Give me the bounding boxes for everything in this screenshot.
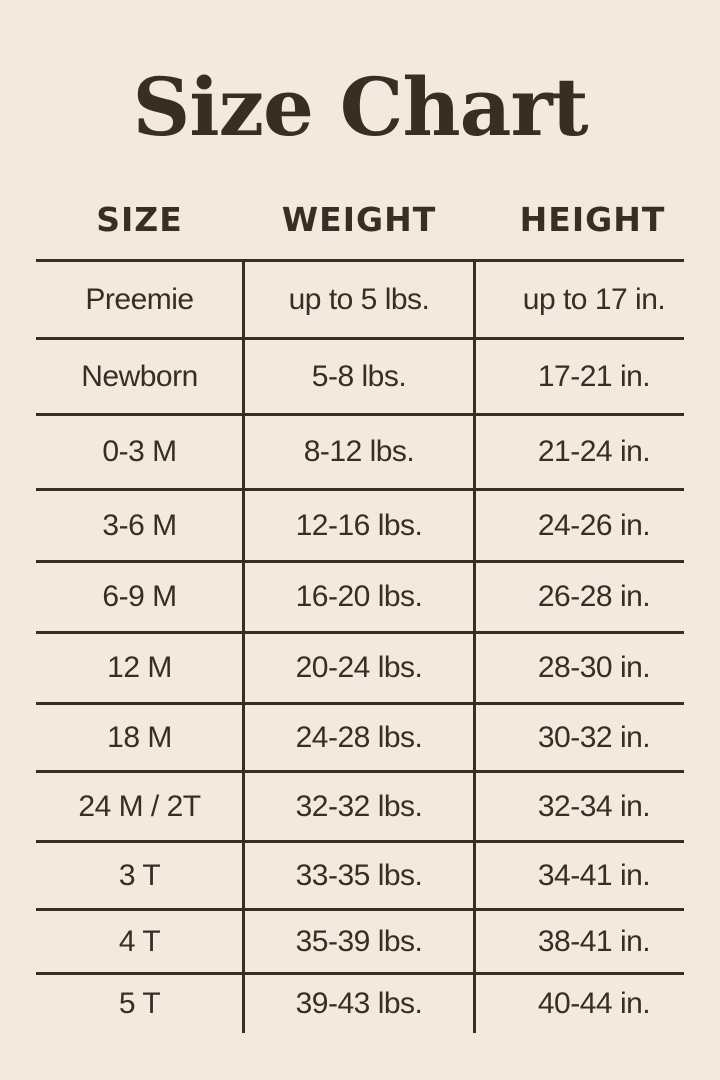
height-cell: 34-41 in. xyxy=(537,859,651,892)
size-cell: 3-6 M xyxy=(102,509,177,542)
weight-cell: 33-35 lbs. xyxy=(295,859,423,892)
size-cell: 0-3 M xyxy=(102,435,177,468)
header-weight: WEIGHT xyxy=(281,200,437,239)
height-cell: up to 17 in. xyxy=(522,283,666,316)
column-divider xyxy=(242,260,245,1033)
page-title: Size Chart xyxy=(132,60,588,154)
weight-cell: 20-24 lbs. xyxy=(295,651,423,684)
weight-cell: 24-28 lbs. xyxy=(295,721,423,754)
row-divider xyxy=(36,972,684,975)
row-divider xyxy=(36,840,684,843)
row-divider xyxy=(36,908,684,911)
column-divider xyxy=(473,260,476,1033)
header-height: HEIGHT xyxy=(519,200,666,239)
row-divider xyxy=(36,413,684,416)
height-cell: 30-32 in. xyxy=(537,721,651,754)
weight-cell: 35-39 lbs. xyxy=(295,925,423,958)
weight-cell: 16-20 lbs. xyxy=(295,580,423,613)
size-cell: Preemie xyxy=(85,283,194,316)
weight-cell: 32-32 lbs. xyxy=(295,790,423,823)
height-cell: 24-26 in. xyxy=(537,509,651,542)
row-divider xyxy=(36,702,684,705)
weight-cell: 8-12 lbs. xyxy=(303,435,415,468)
row-divider xyxy=(36,770,684,773)
weight-cell: 39-43 lbs. xyxy=(295,987,423,1020)
row-divider xyxy=(36,259,684,262)
row-divider xyxy=(36,337,684,340)
height-cell: 28-30 in. xyxy=(537,651,651,684)
height-cell: 26-28 in. xyxy=(537,580,651,613)
size-cell: 24 M / 2T xyxy=(78,790,201,823)
size-cell: Newborn xyxy=(81,360,198,393)
row-divider xyxy=(36,560,684,563)
size-cell: 4 T xyxy=(118,925,161,958)
weight-cell: 5-8 lbs. xyxy=(311,360,407,393)
height-cell: 32-34 in. xyxy=(537,790,651,823)
height-cell: 40-44 in. xyxy=(537,987,651,1020)
height-cell: 38-41 in. xyxy=(537,925,651,958)
height-cell: 21-24 in. xyxy=(537,435,651,468)
header-size: SIZE xyxy=(96,200,183,239)
size-cell: 3 T xyxy=(118,859,161,892)
weight-cell: up to 5 lbs. xyxy=(288,283,430,316)
height-cell: 17-21 in. xyxy=(537,360,651,393)
size-cell: 18 M xyxy=(107,721,172,754)
row-divider xyxy=(36,488,684,491)
weight-cell: 12-16 lbs. xyxy=(295,509,423,542)
size-cell: 5 T xyxy=(118,987,161,1020)
size-cell: 6-9 M xyxy=(102,580,177,613)
size-cell: 12 M xyxy=(107,651,172,684)
row-divider xyxy=(36,631,684,634)
